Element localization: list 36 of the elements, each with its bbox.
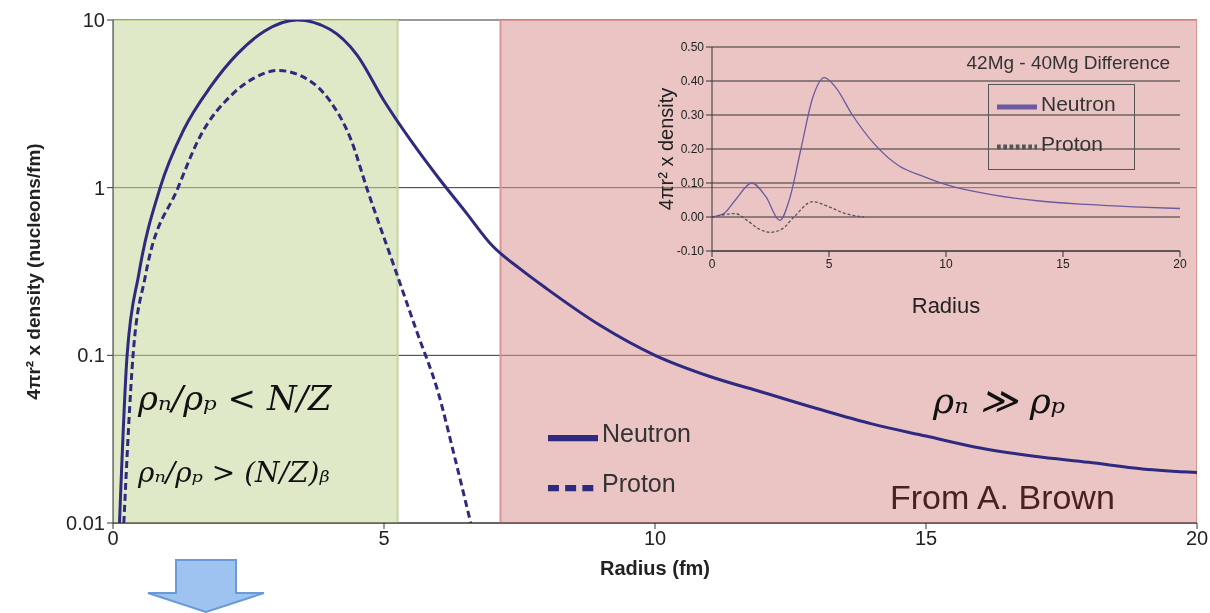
line-series bbox=[712, 201, 865, 233]
y-axis-title: 4πr² x density (nucleons/fm) bbox=[22, 143, 44, 400]
x-tick-label: 15 bbox=[1056, 256, 1070, 271]
x-axis-title: Radius (fm) bbox=[600, 557, 710, 579]
x-tick-label: 20 bbox=[1173, 256, 1187, 271]
x-axis-title: Radius bbox=[911, 293, 981, 318]
y-tick-label: 0.50 bbox=[680, 40, 705, 55]
y-tick-label: 0.40 bbox=[680, 74, 705, 89]
x-tick-label: 15 bbox=[914, 527, 938, 550]
y-tick-label: 0.30 bbox=[680, 108, 705, 123]
annotation: ρₙ/ρₚ < N/Z bbox=[138, 378, 332, 418]
y-tick-label: -0.10 bbox=[676, 244, 705, 259]
x-tick-label: 10 bbox=[643, 527, 667, 550]
y-tick-label: 0.20 bbox=[680, 142, 705, 157]
y-axis-title: 4πr² x density bbox=[655, 87, 678, 211]
legend-label: Proton bbox=[1041, 131, 1103, 155]
y-tick-label: 0.01 bbox=[66, 512, 105, 535]
legend-label: Neutron bbox=[602, 418, 691, 447]
line-series bbox=[118, 20, 1197, 523]
annotation: ρₙ ≫ ρₚ bbox=[933, 380, 1066, 421]
annotation: From A. Brown bbox=[890, 478, 1115, 517]
x-tick-label: 10 bbox=[939, 256, 953, 271]
y-tick-label: 0.10 bbox=[680, 176, 705, 191]
chart-title: 42Mg - 40Mg Difference bbox=[966, 52, 1170, 73]
annotation: ρₙ/ρₚ > (N/Z)ᵦ bbox=[138, 456, 330, 489]
legend-label: Proton bbox=[602, 468, 676, 497]
y-tick-label: 0.1 bbox=[77, 344, 105, 367]
y-tick-label: 10 bbox=[82, 9, 105, 32]
x-tick-label: 5 bbox=[378, 527, 390, 550]
x-tick-label: 0 bbox=[107, 527, 119, 550]
y-tick-label: 1 bbox=[93, 176, 105, 199]
x-tick-label: 0 bbox=[708, 256, 716, 271]
x-tick-label: 5 bbox=[825, 256, 833, 271]
legend-label: Neutron bbox=[1041, 91, 1116, 115]
x-tick-label: 20 bbox=[1185, 527, 1209, 550]
y-tick-label: 0.00 bbox=[680, 210, 705, 225]
